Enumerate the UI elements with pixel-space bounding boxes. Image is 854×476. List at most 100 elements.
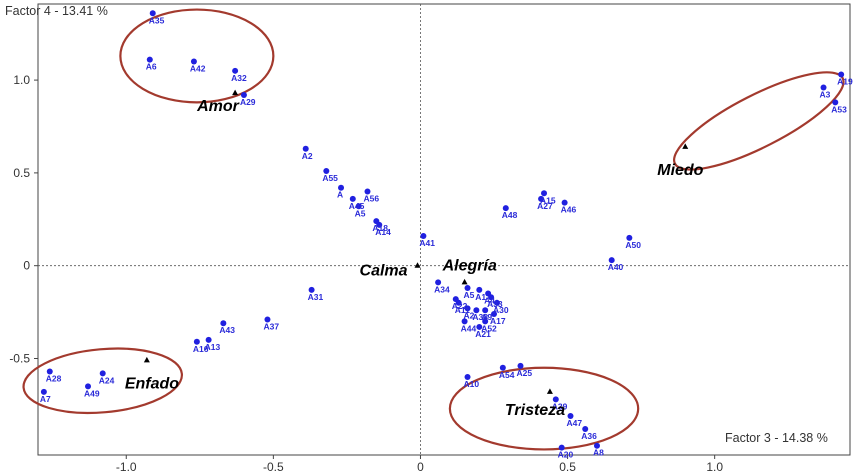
y-tick-label: 1.0 (13, 73, 30, 87)
point-label: A5 (355, 208, 366, 218)
data-point-a39 (552, 396, 559, 403)
data-point-a28 (46, 368, 53, 375)
data-point-a5 (464, 284, 471, 291)
data-point-a36 (582, 426, 589, 433)
data-point-a13 (205, 336, 212, 343)
emotion-label-tristeza: Tristeza (505, 402, 565, 419)
point-label: A3 (820, 90, 831, 100)
data-point-a49 (85, 383, 92, 390)
point-label: A16 (193, 344, 209, 354)
centroid-alegría (461, 278, 468, 285)
point-label: A32 (231, 73, 247, 83)
data-point-a10 (464, 374, 471, 381)
data-point-a38 (473, 307, 480, 314)
point-label: A15 (540, 195, 556, 205)
data-point-a45 (349, 195, 356, 202)
ellipse-miedo (672, 71, 845, 171)
point-label: A41 (419, 238, 435, 248)
x-tick-label: 0.5 (559, 460, 576, 474)
point-label: A21 (475, 329, 491, 339)
data-point-a31 (308, 286, 315, 293)
ellipse-tristeza (448, 366, 640, 451)
point-label: A (337, 190, 343, 200)
point-label: A44 (461, 323, 477, 333)
point-label: A56 (364, 193, 380, 203)
point-label: A38 (472, 312, 488, 322)
point-label: A39 (552, 401, 568, 411)
data-point-a37 (264, 316, 271, 323)
data-point-a8 (593, 442, 600, 449)
data-point-a56 (364, 188, 371, 195)
data-point-a14 (376, 221, 383, 228)
emotion-label-calma: Calma (360, 263, 408, 280)
data-point-a2 (302, 145, 309, 152)
point-label: A18 (372, 223, 388, 233)
data-point-a3 (820, 84, 827, 91)
point-label: A5 (464, 290, 475, 300)
point-label: A20 (558, 450, 574, 460)
data-point-a41 (420, 232, 427, 239)
point-label: A37 (263, 322, 279, 332)
point-label: A27 (537, 201, 553, 211)
ellipse-enfado (22, 347, 184, 415)
point-label: A40 (608, 262, 624, 272)
data-point-a29 (240, 91, 247, 98)
point-label: A9 (481, 312, 492, 322)
point-label: A1 (475, 292, 486, 302)
data-point-a20 (558, 444, 565, 451)
y-tick-label: 0 (23, 259, 30, 273)
data-point-a25 (517, 362, 524, 369)
point-label: A29 (240, 97, 256, 107)
point-label: A30 (493, 305, 509, 315)
emotion-label-alegría: Alegría (442, 257, 497, 274)
x-tick-label: 0 (417, 460, 424, 474)
data-point-a5 (355, 203, 362, 210)
point-label: A53 (831, 104, 847, 114)
point-label: A10 (464, 379, 480, 389)
data-point-a44 (461, 318, 468, 325)
data-point-a32 (232, 67, 239, 74)
point-label: A50 (625, 240, 641, 250)
data-point-a55 (323, 168, 330, 175)
point-label: A22 (452, 301, 468, 311)
data-point-a30 (493, 299, 500, 306)
plot-frame: -1.0 -0.5 0 0.5 1.0 1.0 0.5 0 -0.5 (9, 3, 851, 474)
point-label: A25 (516, 368, 532, 378)
data-point-a (338, 184, 345, 191)
point-label: A35 (149, 15, 165, 25)
x-tick-label: -1.0 (116, 460, 137, 474)
emotion-label-amor: Amor (196, 98, 240, 115)
x-tick-label: -0.5 (263, 460, 284, 474)
data-point-a46 (561, 199, 568, 206)
data-point-a34 (435, 279, 442, 286)
y-axis-title: Factor 4 - 13.41 % (5, 4, 108, 18)
data-point-a16 (193, 338, 200, 345)
point-label: A54 (499, 370, 515, 380)
y-tick-label: -0.5 (9, 351, 30, 365)
plot-border (37, 3, 851, 456)
point-label: A2 (302, 151, 313, 161)
point-label: A19 (837, 77, 853, 87)
x-tick-label: 1.0 (706, 460, 723, 474)
data-point-a21 (476, 323, 483, 330)
point-label: A48 (502, 210, 518, 220)
data-point-a54 (499, 364, 506, 371)
point-label: A14 (375, 227, 391, 237)
data-point-a47 (567, 413, 574, 420)
point-label: A49 (84, 388, 100, 398)
x-axis-title: Factor 3 - 14.38 % (725, 431, 828, 445)
centroid-enfado (143, 356, 150, 363)
data-point-a6 (146, 56, 153, 63)
data-point-a2 (464, 305, 471, 312)
emotion-label-miedo: Miedo (657, 162, 703, 179)
data-point-a50 (626, 234, 633, 241)
point-label: A6 (146, 62, 157, 72)
point-label: A43 (219, 325, 235, 335)
centroid-tristeza (546, 388, 553, 394)
data-point-a11 (455, 299, 462, 306)
data-point-a52 (482, 318, 489, 325)
data-point-a17 (491, 310, 498, 317)
point-label: A17 (490, 316, 506, 326)
group-ellipses (22, 8, 845, 451)
